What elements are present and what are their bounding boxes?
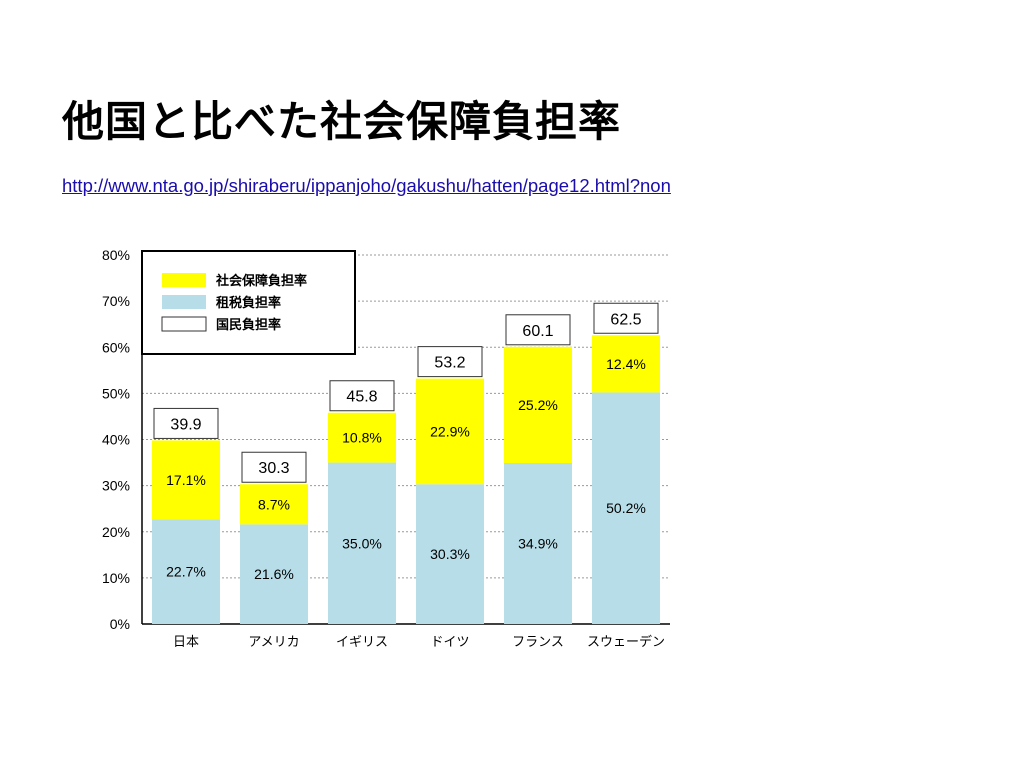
- social-security-bar: [592, 335, 660, 393]
- x-category-label: スウェーデン: [587, 634, 665, 650]
- y-tick-label: 70%: [102, 293, 130, 309]
- y-tick-label: 0%: [110, 616, 130, 632]
- legend-social-security-swatch: [162, 273, 206, 287]
- social-security-label: 12.4%: [606, 356, 646, 372]
- slide-title: 他国と比べた社会保障負担率: [62, 97, 622, 146]
- x-category-label: ドイツ: [430, 635, 469, 650]
- tax-burden-label: 21.6%: [254, 566, 294, 582]
- total-box: [329, 380, 395, 412]
- x-category-label: イギリス: [336, 635, 388, 650]
- tax-burden-label: 34.9%: [518, 536, 558, 552]
- x-category-label: フランス: [512, 635, 564, 650]
- social-security-label: 22.9%: [430, 423, 470, 439]
- y-tick-label: 40%: [102, 432, 130, 448]
- y-tick-label: 30%: [102, 478, 130, 494]
- tax-burden-bar: [592, 392, 660, 624]
- total-box: [505, 314, 571, 346]
- tax-burden-bar: [152, 519, 220, 624]
- social-security-label: 8.7%: [258, 496, 290, 512]
- x-category-label: 日本: [173, 635, 199, 650]
- social-security-bar: [240, 484, 308, 525]
- tax-burden-bar: [240, 524, 308, 624]
- tax-burden-label: 35.0%: [342, 535, 382, 551]
- total-box: [153, 407, 219, 439]
- legend-national-burden-swatch: [161, 316, 207, 332]
- total-label: 45.8: [346, 389, 377, 406]
- y-tick-label: 50%: [102, 385, 130, 401]
- social-security-bar: [416, 378, 484, 485]
- legend-tax-burden-swatch: [162, 295, 206, 309]
- social-security-label: 17.1%: [166, 472, 206, 488]
- total-box: [593, 302, 659, 334]
- total-label: 62.5: [610, 311, 641, 328]
- legend-social-security-label: 社会保障負担率: [215, 273, 307, 289]
- y-tick-label: 20%: [102, 524, 130, 540]
- y-tick-label: 10%: [102, 570, 130, 586]
- x-category-label: アメリカ: [248, 635, 299, 650]
- social-security-label: 10.8%: [342, 430, 382, 446]
- total-box: [241, 451, 307, 483]
- social-security-bar: [328, 412, 396, 463]
- total-box: [417, 346, 483, 378]
- social-security-bar: [504, 346, 572, 464]
- tax-burden-label: 50.2%: [606, 500, 646, 516]
- tax-burden-label: 30.3%: [430, 546, 470, 562]
- tax-burden-bar: [504, 463, 572, 624]
- total-label: 39.9: [170, 416, 201, 433]
- y-tick-label: 80%: [102, 247, 130, 263]
- legend-tax-burden-label: 租税負担率: [216, 295, 281, 311]
- total-label: 60.1: [522, 323, 553, 340]
- total-label: 53.2: [434, 355, 465, 372]
- tax-burden-bar: [328, 462, 396, 624]
- social-security-label: 25.2%: [518, 397, 558, 413]
- tax-burden-label: 22.7%: [166, 564, 206, 580]
- legend-national-burden-label: 国民負担率: [216, 317, 281, 333]
- total-label: 30.3: [258, 460, 289, 477]
- source-link[interactable]: http://www.nta.go.jp/shiraberu/ippanjoho…: [62, 175, 671, 196]
- y-tick-label: 60%: [102, 339, 130, 355]
- tax-burden-bar: [416, 484, 484, 624]
- social-security-bar: [152, 440, 220, 520]
